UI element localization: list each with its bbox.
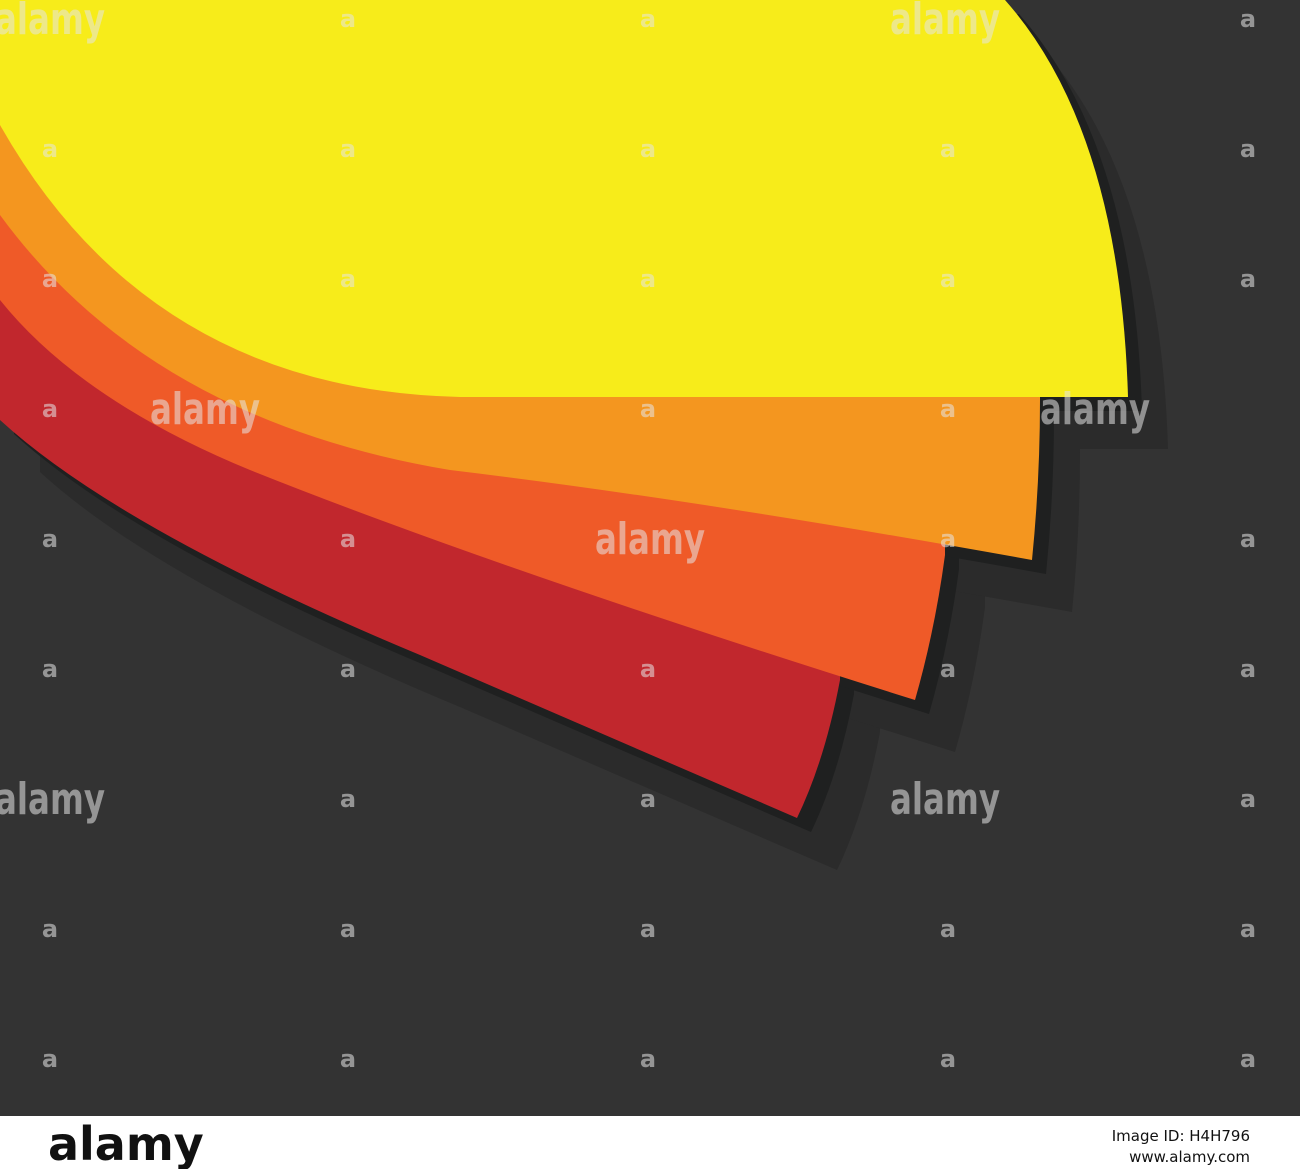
footer-bar: [0, 1116, 1300, 1169]
watermark-mark: a: [940, 135, 956, 163]
yellow-sheet: [0, 0, 1128, 397]
watermark-mark: a: [940, 1045, 956, 1073]
footer-url: www.alamy.com: [1129, 1148, 1250, 1166]
watermark-mark: a: [1240, 5, 1256, 33]
watermark-mark: a: [340, 1045, 356, 1073]
watermark-mark: a: [340, 135, 356, 163]
watermarks: alamy a a alamy a a a a a a a a a a a a alamy a a alamy a a al…: [0, 0, 1256, 1073]
watermark-mark: a: [640, 135, 656, 163]
watermark-mark: a: [42, 915, 58, 943]
watermark-mark: a: [42, 1045, 58, 1073]
watermark-word: alamy: [150, 384, 260, 435]
watermark-mark: a: [1240, 915, 1256, 943]
watermark-mark: a: [340, 915, 356, 943]
watermark-mark: a: [940, 915, 956, 943]
watermark-word: alamy: [890, 774, 1000, 825]
watermark-mark: a: [42, 395, 58, 423]
watermark-mark: a: [340, 655, 356, 683]
watermark-word: alamy: [1040, 384, 1150, 435]
watermark-mark: a: [42, 265, 58, 293]
watermark-mark: a: [42, 525, 58, 553]
watermark-mark: a: [340, 265, 356, 293]
watermark-word: alamy: [595, 514, 705, 565]
watermark-mark: a: [640, 395, 656, 423]
watermark-mark: a: [1240, 265, 1256, 293]
watermark-mark: a: [42, 655, 58, 683]
watermark-mark: a: [640, 785, 656, 813]
watermark-word: alamy: [890, 0, 1000, 45]
watermark-mark: a: [1240, 785, 1256, 813]
watermark-mark: a: [640, 1045, 656, 1073]
watermark-mark: a: [340, 785, 356, 813]
watermark-mark: a: [1240, 1045, 1256, 1073]
watermark-mark: a: [640, 5, 656, 33]
watermark-mark: a: [940, 525, 956, 553]
watermark-mark: a: [1240, 135, 1256, 163]
watermark-word: alamy: [0, 0, 105, 45]
watermark-mark: a: [340, 5, 356, 33]
watermark-mark: a: [640, 265, 656, 293]
watermark-mark: a: [42, 135, 58, 163]
watermark-mark: a: [940, 265, 956, 293]
watermark-mark: a: [1240, 655, 1256, 683]
watermark-word: alamy: [0, 774, 105, 825]
watermark-mark: a: [940, 655, 956, 683]
watermark-mark: a: [1240, 525, 1256, 553]
watermark-mark: a: [640, 655, 656, 683]
watermark-mark: a: [940, 395, 956, 423]
image-id: Image ID: H4H796: [1112, 1127, 1250, 1145]
watermark-mark: a: [340, 525, 356, 553]
watermark-mark: a: [640, 915, 656, 943]
footer-logo: alamy: [48, 1117, 204, 1169]
